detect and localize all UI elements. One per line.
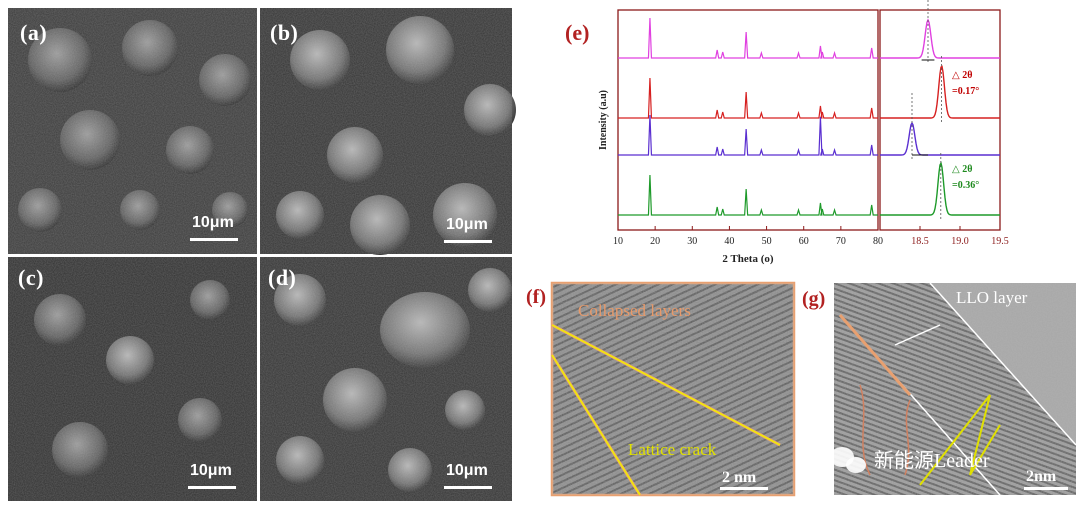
scalebar-line-b [444,240,492,243]
llo-layer-text: LLO layer [956,288,1028,307]
scalebar-text-d: 10μm [446,462,488,479]
zoom-x-tick-label: 19.0 [951,236,969,247]
wechat-watermark: 新能源Leader [830,447,990,473]
scalebar-line-d [444,486,492,489]
annotation-2-line1: △ 2θ [952,164,972,175]
panel-label-a: (a) [20,20,48,45]
main-x-tick-label: 10 [613,236,623,247]
lattice-crack-text: Lattice crack [628,440,717,459]
x-axis-label: 2 Theta (o) [722,253,773,265]
main-x-tick-label: 30 [687,236,697,247]
xrd-series-3 [618,114,878,156]
main-series-group [618,17,878,216]
tem-panel-g: (g) LLO layer 2nm 新能源Leader [802,282,1077,496]
panel-label-f: (f) [526,286,546,308]
xrd-zoom-series-3 [880,121,1000,156]
xrd-zoom-series-1 [880,18,1000,59]
sem-panel-a [8,8,257,254]
collapsed-layers-text: Collapsed layers [578,301,691,320]
zoom-plot-frame [879,9,1001,231]
xrd-series-1 [618,17,878,59]
sem-panels [8,8,516,501]
watermark-text: 新能源Leader [874,449,990,472]
xrd-zoom-series-4 [880,161,1000,216]
scalebar-text-a: 10μm [192,214,234,231]
panel-label-g: (g) [802,288,825,310]
panel-label-c: (c) [18,265,44,290]
zoom-x-ticks: 18.5 19.0 19.5 [911,226,1009,247]
annotation-2-line2: =0.36° [952,180,979,191]
main-x-tick-label: 40 [724,236,734,247]
tem-f-scale-text: 2 nm [722,469,757,486]
y-axis-label: Intensity (a.u) [598,90,609,150]
main-x-tick-label: 80 [873,236,883,247]
main-x-tick-label: 50 [762,236,772,247]
scalebar-text-b: 10μm [446,216,488,233]
zoom-x-tick-label: 18.5 [911,236,929,247]
scalebar-text-c: 10μm [190,462,232,479]
tem-g-scale-text: 2nm [1026,468,1057,485]
scalebar-line-a [190,238,238,241]
annotation-1-line1: △ 2θ [952,70,972,81]
annotation-1-line2: =0.17° [952,86,979,97]
panel-label-b: (b) [270,20,299,45]
sem-panel-b [260,8,516,255]
xrd-series-4 [618,174,878,216]
tem-panel-f: (f) Collapsed layers Lattice crack 2 nm [526,281,796,497]
sem-panel-c [8,257,257,501]
main-x-tick-label: 20 [650,236,660,247]
xrd-series-2 [618,77,878,119]
xrd-chart: (e) 10 20 30 40 50 60 70 80 18.5 19.0 19.5 2 Thet… [565,0,1009,265]
zoom-series-group [880,0,1000,221]
panel-label-d: (d) [268,265,297,290]
zoom-x-tick-label: 19.5 [991,236,1009,247]
main-x-tick-label: 70 [836,236,846,247]
sem-panel-d [260,257,512,501]
main-x-ticks: 10 20 30 40 50 60 70 80 [613,226,883,247]
xrd-zoom-series-2 [880,65,1000,119]
panel-label-e: (e) [565,20,589,45]
tem-f-scale-line [720,487,768,490]
main-plot-frame [617,9,879,231]
scalebar-line-c [188,486,236,489]
tem-g-scale-line [1024,487,1068,490]
main-x-tick-label: 60 [799,236,809,247]
